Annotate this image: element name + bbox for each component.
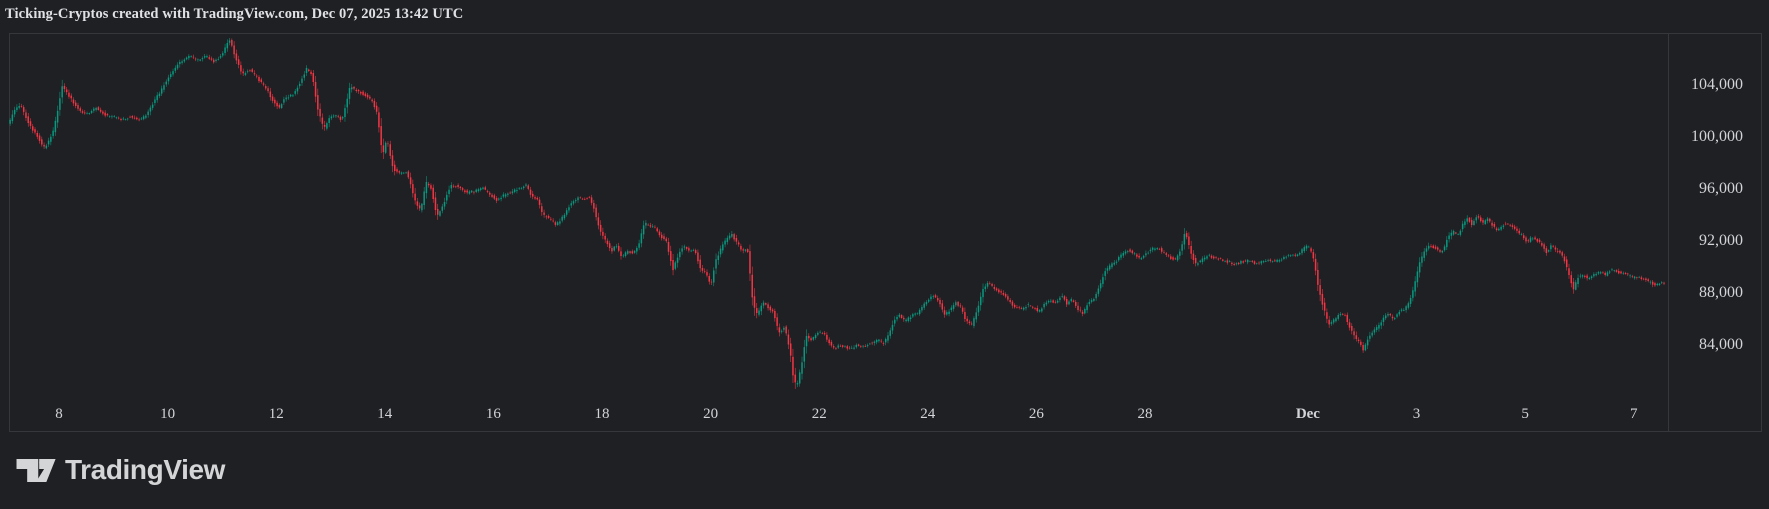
time-axis-label: 3 bbox=[1412, 406, 1421, 422]
chart-frame bbox=[9, 33, 1762, 432]
time-axis-label: 26 bbox=[1028, 406, 1044, 422]
time-axis-label: 28 bbox=[1137, 406, 1153, 422]
up-candles bbox=[9, 37, 1663, 388]
time-axis-label: 24 bbox=[920, 406, 936, 422]
time-axis-label: Dec bbox=[1295, 406, 1320, 422]
time-axis-label: 10 bbox=[160, 406, 176, 422]
price-axis-label: 88,000 bbox=[1699, 284, 1743, 302]
down-candles bbox=[20, 38, 1665, 389]
time-axis-label: 20 bbox=[703, 406, 719, 422]
time-axis-label: 12 bbox=[268, 406, 284, 422]
time-axis-label: 14 bbox=[377, 406, 393, 422]
tradingview-logo-icon bbox=[16, 458, 56, 482]
chart-attribution: Ticking-Cryptos created with TradingView… bbox=[5, 6, 464, 22]
price-axis-label: 100,000 bbox=[1691, 128, 1743, 145]
price-axis-label: 84,000 bbox=[1699, 336, 1743, 354]
time-axis-label: 5 bbox=[1521, 406, 1529, 422]
price-axis-label: 104,000 bbox=[1691, 76, 1743, 93]
time-axis-label: 16 bbox=[485, 406, 501, 422]
time-axis-label: 7 bbox=[1629, 406, 1638, 422]
tradingview-logo-text: TradingView bbox=[65, 454, 226, 485]
tradingview-logo[interactable]: TradingView bbox=[16, 454, 225, 486]
price-axis-label: 92,000 bbox=[1699, 232, 1743, 250]
time-axis-label: 22 bbox=[811, 406, 827, 422]
time-axis-label: 18 bbox=[594, 406, 610, 422]
time-axis-label: 8 bbox=[55, 406, 63, 422]
price-axis-label: 96,000 bbox=[1699, 180, 1743, 198]
